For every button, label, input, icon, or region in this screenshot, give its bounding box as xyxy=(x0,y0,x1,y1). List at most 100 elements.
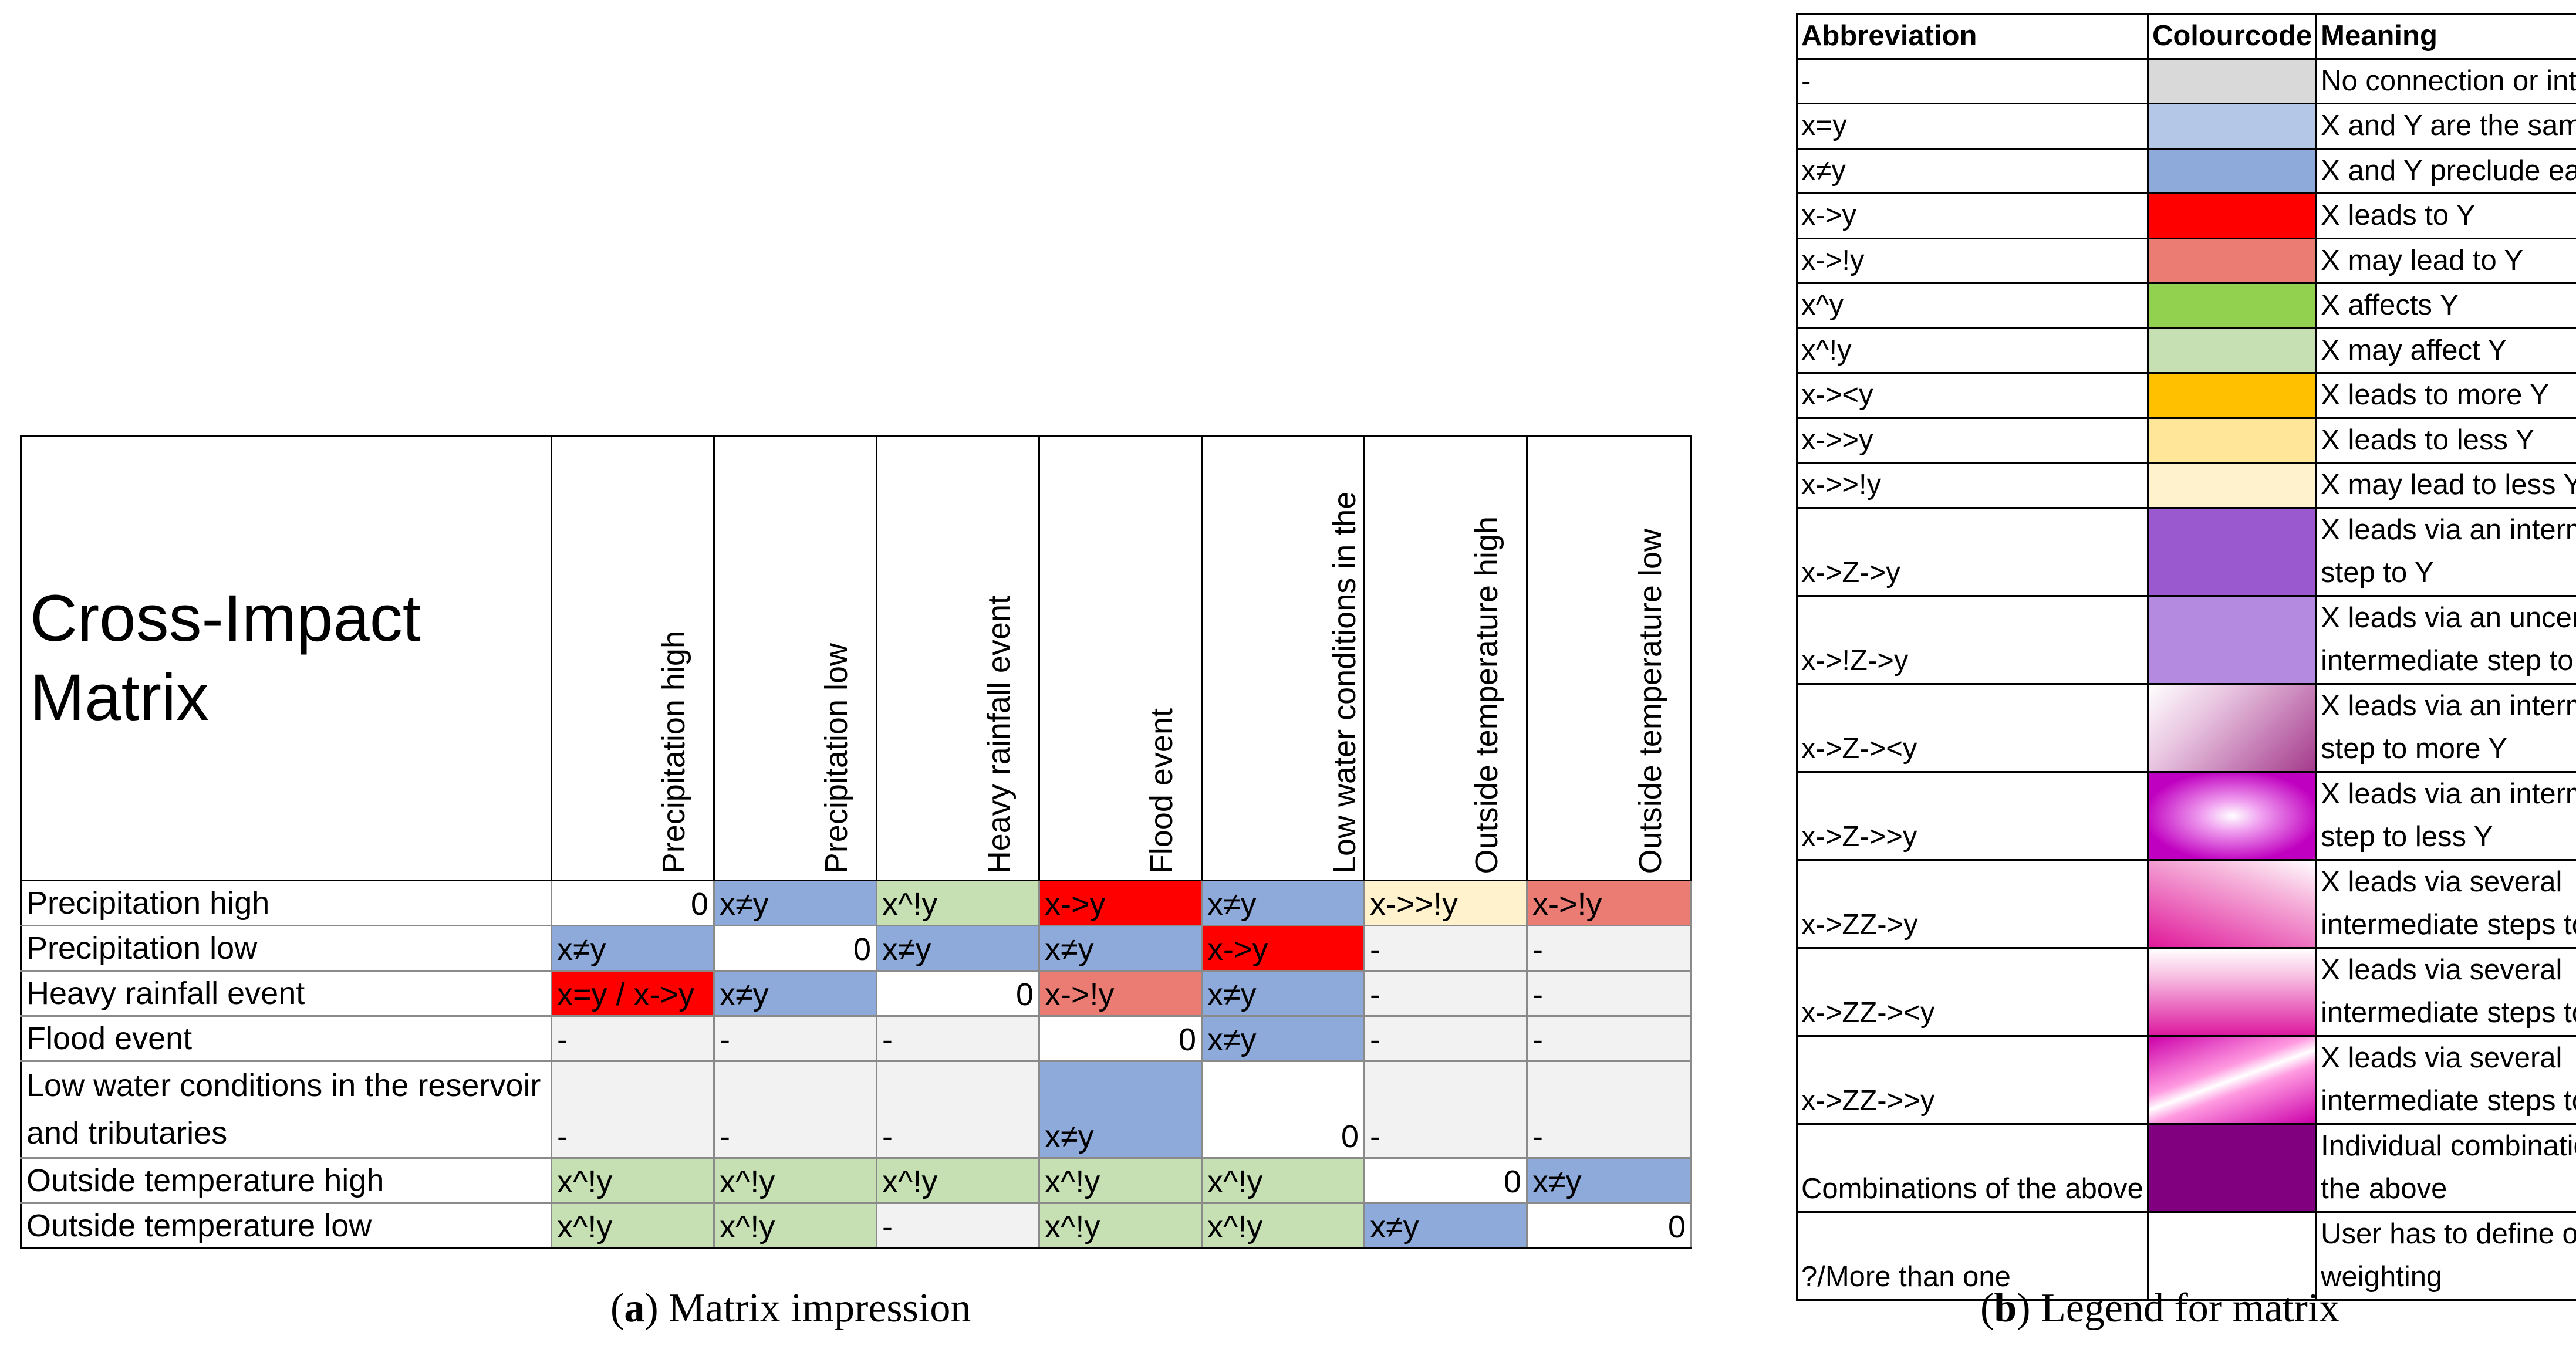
column-header: Outside temperature low xyxy=(1526,435,1692,881)
legend-abbreviation: x->Z->y xyxy=(1796,506,2149,597)
matrix-cell[interactable]: x≠y xyxy=(713,880,877,926)
legend-abbreviation: ?/More than one xyxy=(1796,1210,2149,1301)
matrix-cell[interactable]: 0 xyxy=(1201,1060,1365,1159)
matrix-cell[interactable]: x^!y xyxy=(1201,1157,1365,1204)
matrix-row: Flood event - - -0 x≠y - - xyxy=(20,1015,1692,1062)
matrix-cell[interactable]: - xyxy=(713,1060,877,1159)
matrix-cell[interactable]: - xyxy=(1363,1060,1528,1159)
matrix-cell[interactable]: - xyxy=(1526,970,1692,1017)
matrix-cell[interactable]: x^!y xyxy=(876,880,1040,926)
matrix-cell[interactable]: - xyxy=(876,1015,1040,1062)
row-label: Heavy rainfall event xyxy=(20,970,552,1017)
legend-colour-swatch xyxy=(2146,237,2318,284)
matrix-row: Low water conditions in the reservoir an… xyxy=(20,1060,1692,1159)
matrix-cell[interactable]: x≠y xyxy=(551,925,715,972)
matrix-cell[interactable]: x^!y xyxy=(1038,1157,1203,1204)
legend-meaning: X and Y preclude each other xyxy=(2315,147,2576,194)
matrix-cell[interactable]: - xyxy=(1363,970,1528,1017)
cross-impact-matrix: Cross-Impact Matrix Precipitation high Pre… xyxy=(20,435,1692,1249)
matrix-cell[interactable]: x≠y xyxy=(1201,970,1365,1017)
matrix-cell[interactable]: x^!y xyxy=(551,1202,715,1249)
matrix-cell[interactable]: - xyxy=(1526,1015,1692,1062)
column-header-label: Low water conditions in the reservoir an… xyxy=(1327,491,1363,874)
legend-abbreviation: x≠y xyxy=(1796,147,2149,194)
legend-row: x->Z->y X leads via an intermediate step … xyxy=(1796,506,2576,597)
matrix-caption: (a) Matrix impression xyxy=(610,1286,971,1331)
matrix-cell[interactable]: - xyxy=(713,1015,877,1062)
colour-swatch-fill xyxy=(2149,329,2315,371)
legend-colour-swatch xyxy=(2146,327,2318,374)
legend-meaning: Individual combination of the above xyxy=(2315,1122,2576,1213)
colour-swatch-fill xyxy=(2149,60,2315,102)
legend-colour-swatch xyxy=(2146,682,2318,773)
matrix-cell[interactable]: x^!y xyxy=(1038,1202,1203,1249)
matrix-cell[interactable]: - xyxy=(1363,1015,1528,1062)
legend-meaning: X leads via an intermediate step to Y xyxy=(2315,506,2576,597)
matrix-cell[interactable]: 0 xyxy=(713,925,877,972)
matrix-cell[interactable]: x^!y xyxy=(1201,1202,1365,1249)
colour-swatch-fill xyxy=(2149,1037,2315,1122)
matrix-cell[interactable]: x->!y xyxy=(1526,880,1692,926)
matrix-cell[interactable]: x->>!y xyxy=(1363,880,1528,926)
legend-colour-swatch xyxy=(2146,282,2318,329)
legend-header: Meaning xyxy=(2315,13,2576,60)
matrix-cell[interactable]: x^!y xyxy=(876,1157,1040,1204)
column-header: Precipitation high xyxy=(551,435,715,881)
matrix-cell[interactable]: - xyxy=(551,1060,715,1159)
matrix-cell[interactable]: x≠y xyxy=(1526,1157,1692,1204)
legend-row: x->Z->>y X leads via an intermediate step… xyxy=(1796,770,2576,861)
matrix-cell[interactable]: - xyxy=(876,1060,1040,1159)
matrix-cell[interactable]: x≠y xyxy=(1201,880,1365,926)
legend-colour-swatch xyxy=(2146,506,2318,597)
colour-swatch-fill xyxy=(2149,105,2315,147)
legend-colour-swatch xyxy=(2146,58,2318,104)
legend-meaning: X leads via several intermediate steps t… xyxy=(2315,946,2576,1037)
legend-meaning: X leads via an intermediate step to more… xyxy=(2315,682,2576,773)
legend-row: x->Z-><y X leads via an intermediate step… xyxy=(1796,682,2576,773)
matrix-cell[interactable]: 0 xyxy=(551,880,715,926)
matrix-cell[interactable]: x=y / x->y xyxy=(551,970,715,1017)
column-header-label: Precipitation high xyxy=(656,630,692,874)
matrix-cell[interactable]: x^!y xyxy=(713,1157,877,1204)
matrix-cell[interactable]: x≠y xyxy=(1038,1060,1203,1159)
legend-row: x->ZZ->>y X leads via several intermediat… xyxy=(1796,1034,2576,1125)
legend-abbreviation: x=y xyxy=(1796,103,2149,150)
matrix-cell[interactable]: x^!y xyxy=(713,1202,877,1249)
matrix-cell[interactable]: 0 xyxy=(1526,1202,1692,1249)
matrix-cell[interactable]: - xyxy=(551,1015,715,1062)
matrix-cell[interactable]: 0 xyxy=(1038,1015,1203,1062)
legend-abbreviation: x->ZZ-><y xyxy=(1796,946,2149,1037)
matrix-cell[interactable]: 0 xyxy=(1363,1157,1528,1204)
matrix-cell[interactable]: - xyxy=(876,1202,1040,1249)
legend-row: x=y X and Y are the same xyxy=(1796,103,2576,150)
legend-abbreviation: x->>y xyxy=(1796,417,2149,464)
legend-abbreviation: x->>!y xyxy=(1796,462,2149,509)
matrix-cell[interactable]: x≠y xyxy=(1038,925,1203,972)
matrix-row: Outside temperature low x^!y x^!y - x^!y x^!y… xyxy=(20,1202,1692,1249)
matrix-cell[interactable]: x->y xyxy=(1201,925,1365,972)
matrix-cell[interactable]: x≠y xyxy=(876,925,1040,972)
matrix-cell[interactable]: - xyxy=(1526,1060,1692,1159)
colour-swatch-fill xyxy=(2149,1213,2315,1298)
matrix-cell[interactable]: x->!y xyxy=(1038,970,1203,1017)
colour-swatch-fill xyxy=(2149,509,2315,594)
matrix-cell[interactable]: 0 xyxy=(876,970,1040,1017)
colour-swatch-fill xyxy=(2149,949,2315,1034)
matrix-cell[interactable]: - xyxy=(1526,925,1692,972)
legend-row: ?/More than one User has to define own we… xyxy=(1796,1210,2576,1301)
legend-row: Combinations of the above Individual comb… xyxy=(1796,1122,2576,1213)
matrix-cell[interactable]: x≠y xyxy=(1201,1015,1365,1062)
matrix-cell[interactable]: x->y xyxy=(1038,880,1203,926)
legend-colour-swatch xyxy=(2146,946,2318,1037)
legend-abbreviation: x->!y xyxy=(1796,237,2149,284)
legend-row: x≠y X and Y preclude each other xyxy=(1796,147,2576,194)
matrix-cell[interactable]: - xyxy=(1363,925,1528,972)
legend-meaning: X may lead to Y xyxy=(2315,237,2576,284)
legend-colour-swatch xyxy=(2146,462,2318,509)
matrix-cell[interactable]: x^!y xyxy=(551,1157,715,1204)
row-label: Precipitation high xyxy=(20,880,552,926)
matrix-cell[interactable]: x≠y xyxy=(713,970,877,1017)
legend-colour-swatch xyxy=(2146,372,2318,419)
legend-abbreviation: x^!y xyxy=(1796,327,2149,374)
matrix-cell[interactable]: x≠y xyxy=(1363,1202,1528,1249)
